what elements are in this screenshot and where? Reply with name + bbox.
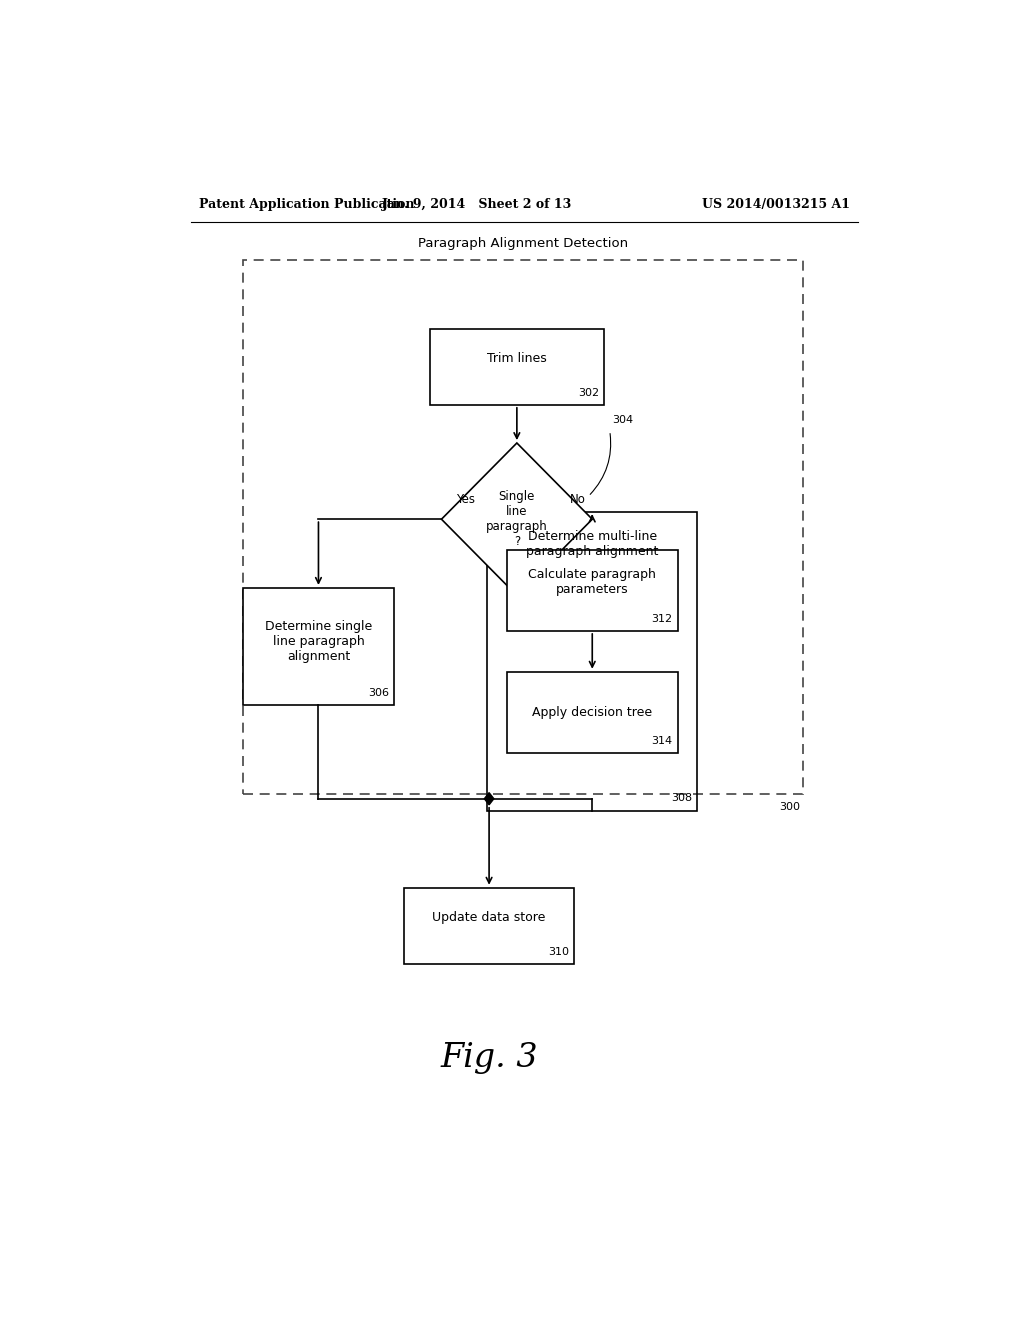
Text: Trim lines: Trim lines	[487, 352, 547, 366]
FancyBboxPatch shape	[403, 887, 574, 964]
Text: 302: 302	[579, 388, 599, 397]
Text: 306: 306	[368, 688, 389, 697]
Text: Yes: Yes	[456, 492, 475, 506]
Text: US 2014/0013215 A1: US 2014/0013215 A1	[702, 198, 850, 211]
FancyBboxPatch shape	[243, 587, 394, 705]
Text: Calculate paragraph
parameters: Calculate paragraph parameters	[528, 568, 656, 597]
FancyBboxPatch shape	[507, 549, 678, 631]
Text: 312: 312	[651, 614, 673, 624]
Text: 310: 310	[549, 946, 569, 957]
Text: Paragraph Alignment Detection: Paragraph Alignment Detection	[418, 236, 628, 249]
Text: 304: 304	[612, 414, 633, 425]
Text: Fig. 3: Fig. 3	[440, 1041, 538, 1074]
Polygon shape	[484, 792, 494, 805]
Text: Determine single
line paragraph
alignment: Determine single line paragraph alignmen…	[265, 619, 372, 663]
Text: Patent Application Publication: Patent Application Publication	[200, 198, 415, 211]
Text: Single
line
paragraph
?: Single line paragraph ?	[486, 490, 548, 548]
FancyBboxPatch shape	[507, 672, 678, 752]
Text: 314: 314	[651, 735, 673, 746]
Text: 308: 308	[672, 793, 692, 804]
Text: Apply decision tree: Apply decision tree	[532, 706, 652, 719]
FancyBboxPatch shape	[430, 329, 604, 405]
Text: 300: 300	[779, 801, 800, 812]
Text: Jan. 9, 2014   Sheet 2 of 13: Jan. 9, 2014 Sheet 2 of 13	[382, 198, 572, 211]
Polygon shape	[441, 444, 592, 595]
Text: No: No	[570, 492, 586, 506]
Text: Update data store: Update data store	[432, 911, 546, 924]
Text: Determine multi-line
paragraph alignment: Determine multi-line paragraph alignment	[526, 529, 658, 558]
